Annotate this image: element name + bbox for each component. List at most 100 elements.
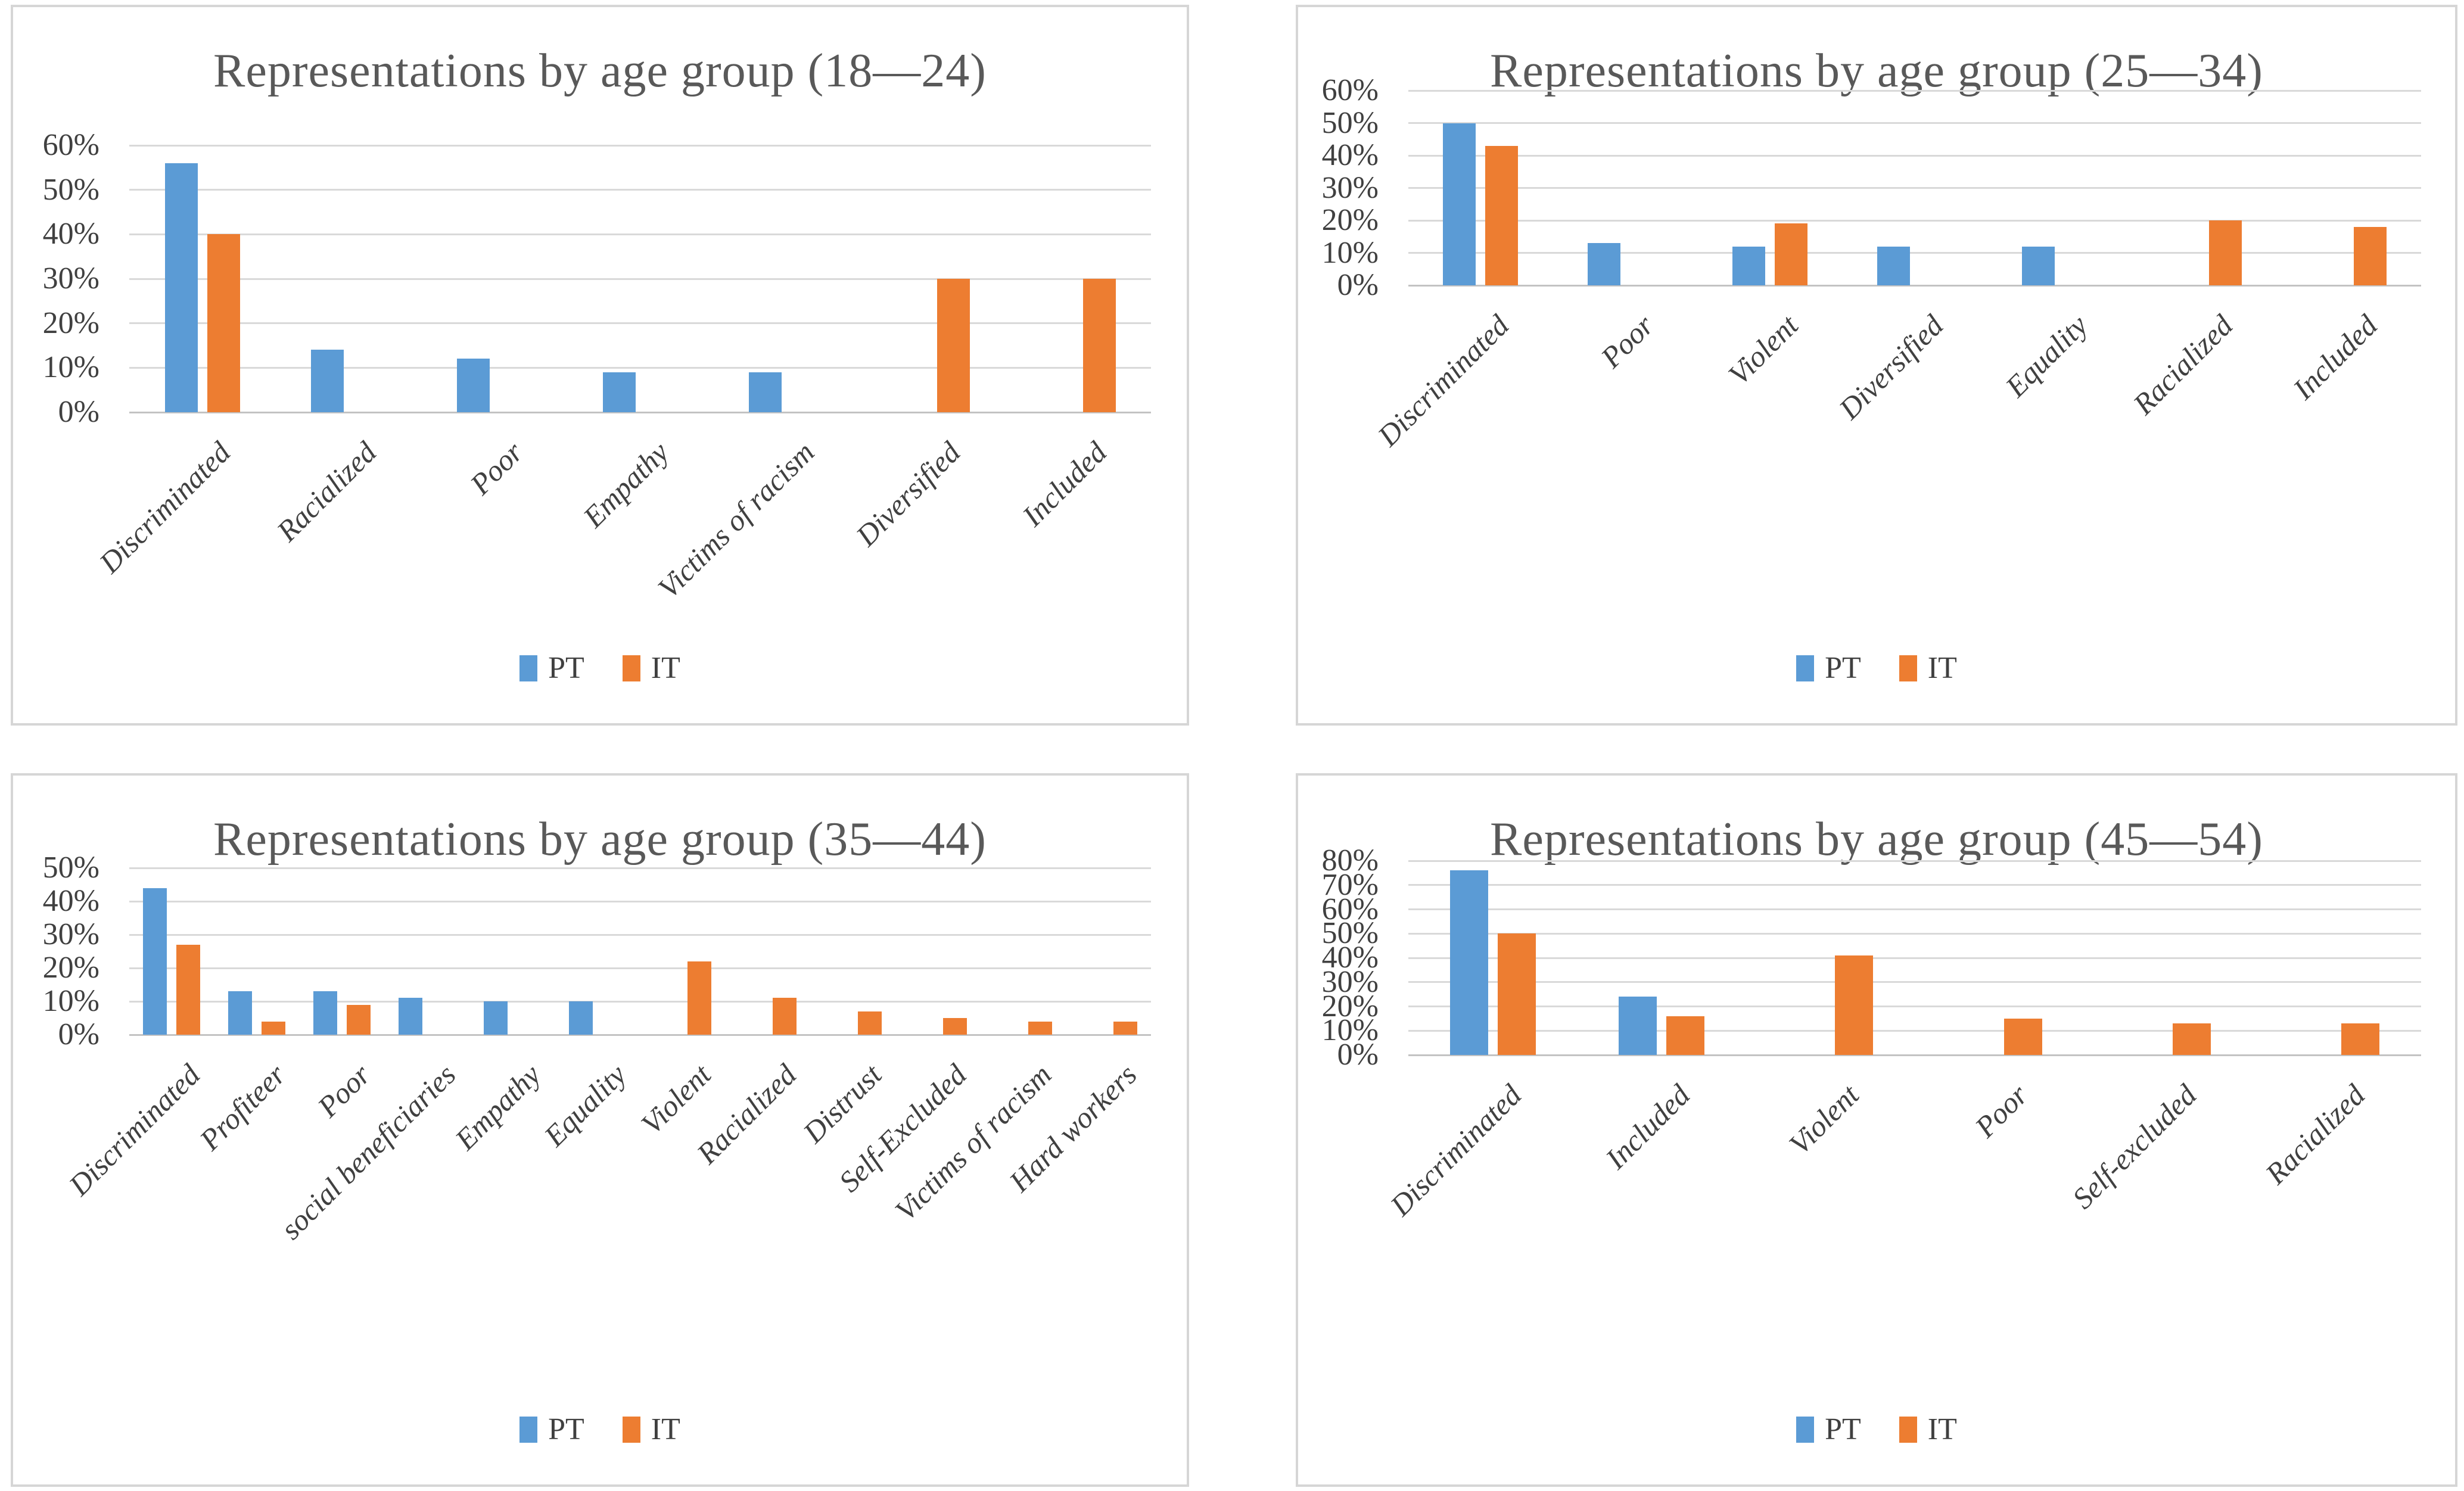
bar-pt-racialized [310, 350, 344, 412]
x-axis-line [1408, 284, 2421, 287]
x-axis-category-label: Discriminated [1371, 308, 1516, 453]
y-axis-tick-label: 20% [1321, 203, 1379, 237]
bar-pt-social-beneficiaries [399, 998, 423, 1035]
gridline [129, 144, 1151, 147]
y-axis-tick-label: 50% [1321, 916, 1379, 951]
y-axis-tick-label: 40% [1321, 941, 1379, 975]
bar-pt-poor [1588, 243, 1621, 285]
bar-it-discriminated [176, 944, 201, 1035]
gridline [1408, 187, 2421, 189]
bar-pt-profiteer [228, 991, 253, 1035]
bar-pt-discriminated [143, 888, 167, 1035]
legend-label-it: IT [651, 651, 680, 685]
chart-panel-18-24: Representations by age group (18—24) 0% 1… [11, 5, 1189, 726]
bar-it-victims-of-racism [1028, 1021, 1052, 1035]
bar-pt-diversified [1877, 246, 1910, 285]
bar-pt-violent [1732, 246, 1766, 285]
bar-pt-discriminated [164, 163, 198, 412]
bar-it-discriminated [207, 234, 240, 412]
x-axis-category-label: Poor [463, 435, 529, 502]
plot-area: 0% 10% 20% 30% 40% 50% Discriminated Profiteer P… [13, 776, 1187, 1484]
gridline [1408, 1006, 2421, 1007]
legend-swatch-pt [1796, 1416, 1815, 1443]
y-axis-tick-label: 40% [42, 884, 99, 918]
y-axis-tick-label: 0% [1337, 268, 1379, 302]
bar-it-diversified [937, 279, 970, 412]
x-axis-line [129, 411, 1151, 413]
x-axis-category-label: Included [2286, 308, 2384, 406]
x-axis-category-label: Poor [311, 1057, 377, 1124]
gridline [1408, 981, 2421, 983]
gridline [129, 189, 1151, 191]
y-axis-tick-label: 20% [42, 306, 99, 340]
y-axis-tick-label: 0% [58, 395, 99, 429]
bar-pt-discriminated [1449, 870, 1488, 1055]
bar-it-racialized [772, 998, 797, 1035]
legend-swatch-it [622, 1416, 640, 1443]
gridline [129, 900, 1151, 902]
x-axis-category-label: Poor [1594, 308, 1660, 375]
y-axis-tick-label: 10% [42, 984, 99, 1018]
gridline [1408, 908, 2421, 910]
y-axis-tick-label: 30% [1321, 170, 1379, 205]
legend-swatch-it [1899, 1416, 1917, 1443]
legend-swatch-pt [1796, 655, 1815, 681]
y-axis-tick-label: 30% [1321, 964, 1379, 999]
legend-label-pt: PT [548, 651, 584, 685]
legend-label-it: IT [1927, 1412, 1957, 1446]
legend-label-it: IT [651, 1412, 680, 1446]
x-axis-category-label: Self-excluded [2065, 1078, 2203, 1215]
bar-it-violent [1835, 955, 1874, 1055]
bar-pt-empathy [602, 372, 636, 412]
bar-it-violent [1775, 223, 1808, 285]
y-axis-tick-label: 70% [1321, 867, 1379, 902]
gridline [129, 233, 1151, 235]
gridline [129, 1000, 1151, 1003]
y-axis-tick-label: 40% [1321, 138, 1379, 172]
x-axis-category-label: Empathy [576, 435, 675, 534]
bar-it-poor [2003, 1018, 2042, 1055]
y-axis-tick-label: 30% [42, 917, 99, 951]
gridline [1408, 884, 2421, 886]
y-axis-tick-label: 0% [1337, 1038, 1379, 1072]
gridline [1408, 860, 2421, 862]
y-axis-tick-label: 50% [42, 172, 99, 207]
x-axis-category-label: Violent [1782, 1078, 1865, 1161]
legend-swatch-it [1899, 655, 1917, 681]
y-axis-tick-label: 60% [42, 128, 99, 162]
plot-area: 0% 10% 20% 30% 40% 50% 60% Discriminated Raciali… [13, 7, 1187, 723]
chart-title: Representations by age group (18—24) [213, 45, 987, 97]
legend-label-pt: PT [1825, 651, 1861, 685]
y-axis-tick-label: 0% [58, 1017, 99, 1051]
bar-it-discriminated [1497, 933, 1536, 1055]
bar-it-violent [687, 961, 711, 1035]
gridline [1408, 932, 2421, 935]
y-axis-tick-label: 10% [1321, 1013, 1379, 1048]
y-axis-tick-label: 10% [42, 350, 99, 385]
bar-it-distrust [857, 1011, 882, 1035]
legend-swatch-pt [519, 655, 538, 681]
y-axis-tick-label: 20% [1321, 989, 1379, 1023]
bar-it-discriminated [1485, 145, 1519, 285]
x-axis-category-label: Racialized [270, 435, 383, 548]
x-axis-category-label: Included [1015, 435, 1113, 533]
x-axis-category-label: Discriminated [92, 435, 237, 580]
x-axis-category-label: Diversified [850, 435, 967, 553]
y-axis-tick-label: 60% [1321, 73, 1379, 107]
bar-pt-equality [569, 1001, 593, 1035]
x-axis-category-label: Discriminated [62, 1057, 207, 1202]
y-axis-tick-label: 40% [42, 217, 99, 251]
bar-it-racialized [2341, 1023, 2380, 1055]
x-axis-category-label: Empathy [449, 1057, 547, 1156]
bar-pt-empathy [484, 1001, 508, 1035]
chart-title: Representations by age group (45—54) [1490, 813, 2263, 866]
x-axis-category-label: Violent [634, 1057, 718, 1141]
chart-panel-25-34: Representations by age group (25—34) 0% 1… [1296, 5, 2457, 726]
x-axis-category-label: Equality [537, 1057, 633, 1153]
x-axis-category-label: Racialized [2258, 1078, 2372, 1191]
y-axis-tick-label: 50% [1321, 105, 1379, 140]
plot-area: 0% 10% 20% 30% 40% 50% 60% 70% 80% Discriminated I… [1298, 776, 2455, 1484]
bar-it-included [2353, 226, 2387, 285]
legend-label-pt: PT [548, 1412, 584, 1446]
bar-it-self-excluded [2173, 1023, 2211, 1055]
